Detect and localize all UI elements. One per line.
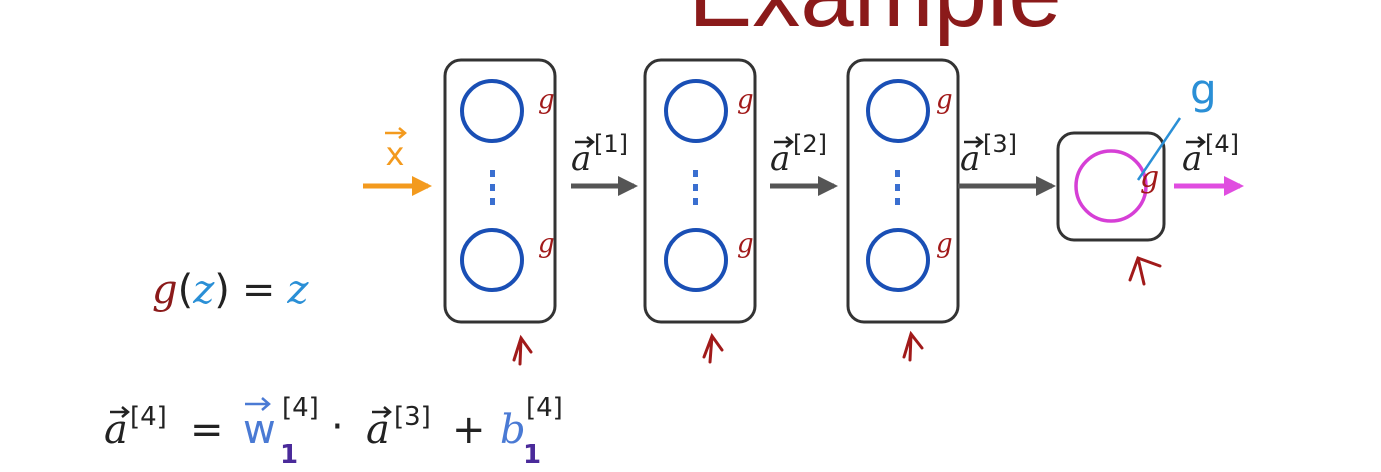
a3-label: a [960, 139, 980, 179]
oe-b: b [500, 407, 526, 453]
layer-1-ellipsis [490, 170, 495, 205]
oe-lhs-sup: [4] [130, 402, 167, 432]
eq-rhs-z: z [286, 267, 309, 313]
eq-close-paren: ) [214, 267, 230, 313]
a2-label: a [770, 139, 790, 179]
output-equation: a [4] = w 1 [4] · a [3] + b 1 [4] [104, 393, 563, 470]
oe-a3-vector-arrow [372, 406, 392, 418]
layer-3-neuron-bottom [866, 228, 930, 292]
title: Example [688, 0, 1062, 47]
layer-2-neuron-bottom [664, 228, 728, 292]
eq-open-paren: ( [178, 267, 194, 313]
activation-a3: a [3] [960, 130, 1017, 179]
a4-label: a [1182, 139, 1202, 179]
layer-1: g g [443, 58, 557, 366]
a4-vector-arrow [1186, 136, 1206, 148]
layer-3-ellipsis [895, 170, 900, 205]
output-neuron [1074, 149, 1148, 223]
output-handwritten-arrow [1128, 256, 1162, 286]
a1-vector-arrow [575, 136, 595, 148]
layer-2: g g [643, 58, 757, 364]
a1-superscript: [1] [594, 130, 628, 158]
layer-3-activation-g-top: g [936, 85, 953, 115]
layer-2-box [643, 58, 757, 324]
layer-3-handwritten-arrow [902, 330, 924, 362]
oe-b-sub: 1 [523, 440, 541, 470]
layer-2-neuron-top [664, 79, 728, 143]
a4-superscript: [4] [1205, 130, 1239, 158]
oe-dot: · [331, 404, 344, 450]
oe-equals: = [190, 407, 224, 453]
oe-w-sub: 1 [280, 440, 298, 470]
eq-equals: = [242, 267, 276, 313]
layer-2-ellipsis [693, 170, 698, 205]
layer-2-activation-g-bottom: g [737, 229, 754, 259]
layer-1-neuron-bottom [460, 228, 524, 292]
oe-lhs-a: a [104, 407, 128, 453]
input-x: x [385, 127, 407, 173]
oe-w: w [243, 407, 276, 453]
output-layer-box [1056, 131, 1166, 242]
activation-a2: a [2] [770, 130, 827, 179]
layer-1-handwritten-arrow [512, 334, 533, 366]
layer-1-activation-g-top: g [538, 85, 555, 115]
layer-3-activation-g-bottom: g [936, 229, 953, 259]
activation-a4: a [4] [1182, 130, 1239, 179]
a1-label: a [571, 139, 591, 179]
oe-a-sup: [3] [394, 402, 431, 432]
layer-3: g g [846, 58, 960, 362]
activation-equation: g(z) = z [152, 267, 309, 313]
layer-1-box [443, 58, 557, 324]
eq-g-fn: g [152, 267, 178, 313]
oe-w-vector-arrow [245, 397, 271, 411]
layer-3-neuron-top [866, 79, 930, 143]
oe-w-sup: [4] [282, 393, 319, 423]
layer-3-box [846, 58, 960, 324]
oe-a: a [366, 407, 390, 453]
input-vector-arrow-head [398, 127, 407, 139]
oe-plus: + [452, 407, 486, 453]
output-activation-g: g [1140, 160, 1159, 195]
note-g: g [1190, 65, 1217, 114]
a3-vector-arrow [964, 136, 984, 148]
layer-2-activation-g-top: g [737, 85, 754, 115]
a2-superscript: [2] [793, 130, 827, 158]
activation-equation-text: g(z) = z [152, 267, 309, 313]
a2-vector-arrow [774, 136, 794, 148]
layer-1-activation-g-bottom: g [538, 229, 555, 259]
note-pointer-line [1136, 117, 1182, 181]
layer-1-neuron-top [460, 79, 524, 143]
layer-2-handwritten-arrow [702, 332, 724, 364]
oe-a4-vector-arrow [110, 406, 130, 418]
a3-superscript: [3] [983, 130, 1017, 158]
input-x-label: x [386, 135, 405, 173]
output-layer: g g [1056, 65, 1217, 286]
oe-b-sup: [4] [526, 393, 563, 423]
activation-a1: a [1] [571, 130, 628, 179]
eq-z-arg: z [192, 267, 215, 313]
